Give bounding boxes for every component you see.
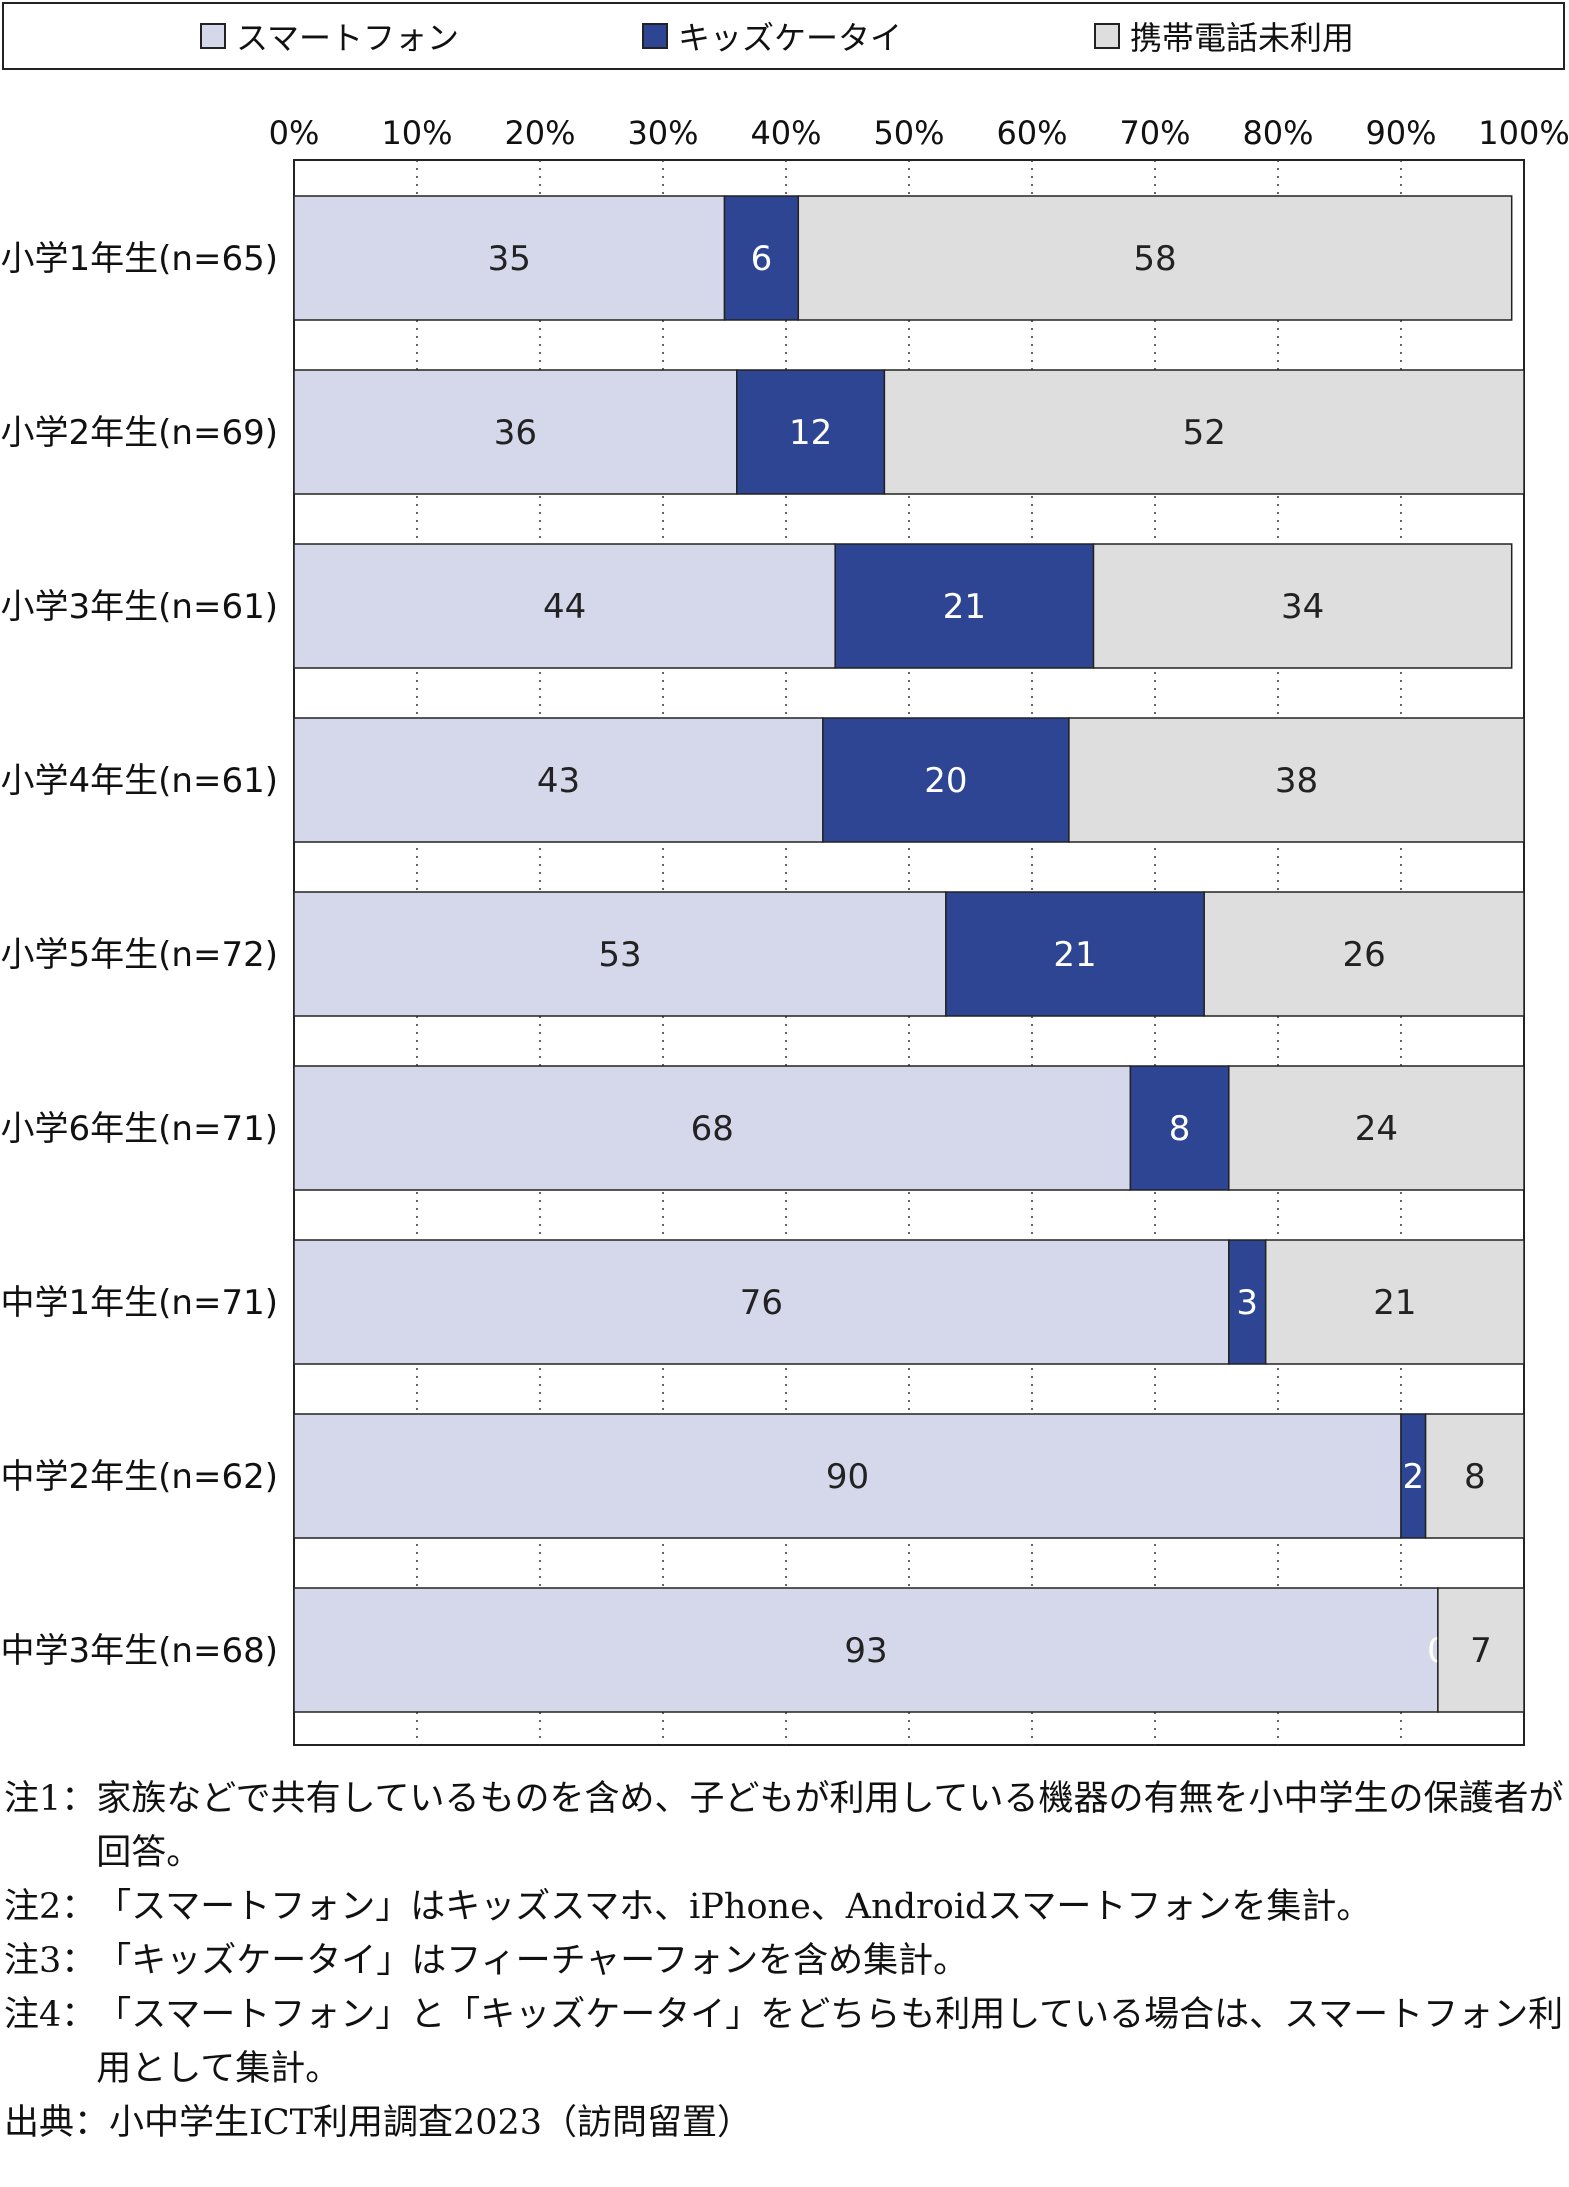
legend-swatch-smartphone: [200, 23, 226, 49]
legend-item-smartphone: スマートフォン: [200, 4, 459, 68]
data-label: 38: [1275, 761, 1318, 801]
bar-segment: [945, 891, 1205, 1017]
bar-segment: [723, 195, 800, 321]
legend-label-kids-phone: キッズケータイ: [678, 19, 903, 57]
data-label: 7: [1470, 1631, 1492, 1671]
bar-segment: [822, 717, 1070, 843]
bar-segment: [293, 1065, 1132, 1191]
data-label: 12: [789, 413, 832, 453]
data-label: 90: [826, 1457, 869, 1497]
legend-item-kids-phone: キッズケータイ: [642, 4, 902, 68]
bar-segment: [293, 1587, 1439, 1713]
data-label: 8: [1169, 1109, 1191, 1149]
category-label: 中学2年生(n=62): [1, 1457, 278, 1497]
x-tick-label: 10%: [381, 114, 452, 152]
x-tick-label: 70%: [1119, 114, 1190, 152]
category-label: 中学3年生(n=68): [1, 1631, 278, 1671]
data-label: 93: [844, 1631, 887, 1671]
note-2-text: 「スマートフォン」はキッズスマホ、iPhone、Androidスマートフォンを集…: [96, 1887, 1372, 1927]
category-label: 小学1年生(n=65): [1, 239, 278, 279]
category-label: 中学1年生(n=71): [1, 1283, 278, 1323]
legend-item-no-phone: 携帯電話未利用: [1094, 4, 1354, 68]
x-tick-label: 100%: [1478, 114, 1569, 152]
note-source-text: 小中学生ICT利用調査2023（訪問留置）: [109, 2103, 753, 2143]
category-label: 小学4年生(n=61): [1, 761, 278, 801]
x-tick-label: 90%: [1365, 114, 1436, 152]
x-tick-label: 30%: [627, 114, 698, 152]
bar-segment: [1228, 1065, 1525, 1191]
data-label: 21: [1373, 1283, 1416, 1323]
bar-segment: [293, 195, 726, 321]
data-label: 58: [1133, 239, 1176, 279]
bar-segment: [883, 369, 1525, 495]
data-label: 21: [1053, 935, 1096, 975]
chart-legend: スマートフォン キッズケータイ 携帯電話未利用: [2, 2, 1565, 70]
data-label: 35: [488, 239, 531, 279]
bar-segment: [1092, 543, 1513, 669]
note-1-key: 注1：: [4, 1779, 97, 1819]
note-2-key: 注2：: [4, 1887, 97, 1927]
bar-segment: [797, 195, 1513, 321]
data-label: 21: [943, 587, 986, 627]
x-tick-label: 40%: [750, 114, 821, 152]
note-4: 注4： 「スマートフォン」と「キッズケータイ」をどちらも利用している場合は、スマ…: [4, 1988, 1564, 2096]
data-label: 36: [494, 413, 537, 453]
note-3-key: 注3：: [4, 1941, 97, 1981]
bar-segment: [1424, 1413, 1525, 1539]
note-4-key: 注4：: [4, 1995, 97, 2035]
data-label: 43: [537, 761, 580, 801]
data-label: 24: [1355, 1109, 1398, 1149]
data-label: 3: [1236, 1283, 1258, 1323]
legend-label-smartphone: スマートフォン: [236, 19, 460, 57]
bar-segment: [293, 891, 947, 1017]
bar-segment: [1068, 717, 1525, 843]
category-label: 小学2年生(n=69): [1, 413, 278, 453]
data-label: 68: [691, 1109, 734, 1149]
bar-segment: [1264, 1239, 1525, 1365]
note-1-text: 家族などで共有しているものを含め、子どもが利用している機器の有無を小中学生の保護…: [96, 1779, 1564, 1873]
x-tick-label: 0%: [269, 114, 320, 152]
category-label: 小学5年生(n=72): [1, 935, 278, 975]
category-label: 小学3年生(n=61): [1, 587, 278, 627]
legend-label-no-phone: 携帯電話未利用: [1130, 19, 1355, 57]
note-3-text: 「キッズケータイ」はフィーチャーフォンを含め集計。: [96, 1941, 969, 1981]
bar-segment: [293, 543, 836, 669]
note-3: 注3： 「キッズケータイ」はフィーチャーフォンを含め集計。: [4, 1934, 1564, 1988]
x-tick-label: 60%: [996, 114, 1067, 152]
data-label: 6: [751, 239, 773, 279]
note-source: 出典： 小中学生ICT利用調査2023（訪問留置）: [4, 2096, 1564, 2150]
bar-segment: [834, 543, 1095, 669]
x-tick-label: 50%: [873, 114, 944, 152]
data-label: 2: [1402, 1457, 1424, 1497]
stacked-bar-chart: 0% 10% 20% 30% 40% 50% 60% 70% 80% 90% 100% 小学1年生(n…: [1, 114, 1569, 1746]
bar-segment: [1437, 1587, 1525, 1713]
bar-segment: [293, 1413, 1402, 1539]
x-tick-label: 80%: [1242, 114, 1313, 152]
bar-segment: [293, 1239, 1230, 1365]
data-label: 76: [740, 1283, 783, 1323]
x-tick-label: 20%: [504, 114, 575, 152]
note-1: 注1： 家族などで共有しているものを含め、子どもが利用している機器の有無を小中学…: [4, 1772, 1564, 1880]
category-label: 小学6年生(n=71): [1, 1109, 278, 1149]
data-label: 20: [924, 761, 967, 801]
data-label: 34: [1281, 587, 1324, 627]
bar-segment: [736, 369, 886, 495]
bar-segment: [293, 717, 824, 843]
bar-segment: [293, 369, 738, 495]
data-label: 26: [1342, 935, 1385, 975]
chart-notes: 注1： 家族などで共有しているものを含め、子どもが利用している機器の有無を小中学…: [4, 1772, 1564, 2150]
data-label: 8: [1464, 1457, 1486, 1497]
data-label: 44: [543, 587, 586, 627]
data-label: 52: [1183, 413, 1226, 453]
data-label: 53: [598, 935, 641, 975]
note-2: 注2： 「スマートフォン」はキッズスマホ、iPhone、Androidスマートフ…: [4, 1880, 1564, 1934]
legend-swatch-kids-phone: [642, 23, 668, 49]
note-source-key: 出典：: [4, 2103, 110, 2143]
note-4-text: 「スマートフォン」と「キッズケータイ」をどちらも利用している場合は、スマートフォ…: [96, 1995, 1564, 2089]
bar-segment: [1203, 891, 1525, 1017]
bar-segment: [1129, 1065, 1230, 1191]
legend-swatch-no-phone: [1094, 23, 1120, 49]
